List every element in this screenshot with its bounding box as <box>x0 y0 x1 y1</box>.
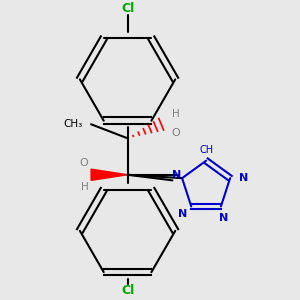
Text: N: N <box>238 173 248 183</box>
Text: H: H <box>80 182 88 192</box>
Text: Cl: Cl <box>121 2 134 15</box>
Text: CH₃: CH₃ <box>63 119 83 129</box>
Text: O: O <box>80 158 88 168</box>
Text: N: N <box>219 213 228 224</box>
Text: N: N <box>178 209 188 219</box>
Text: O: O <box>171 128 180 139</box>
Text: N: N <box>172 170 181 180</box>
Text: Cl: Cl <box>121 284 134 297</box>
Text: CH: CH <box>199 145 213 155</box>
Polygon shape <box>91 169 128 180</box>
Text: H: H <box>172 109 180 119</box>
